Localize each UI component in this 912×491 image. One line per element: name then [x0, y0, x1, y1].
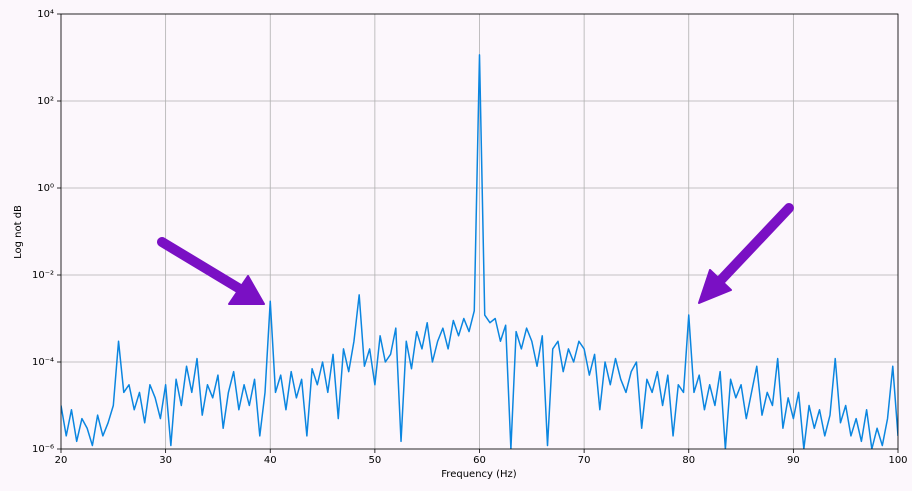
- y-tick-label: 10²: [37, 96, 54, 107]
- arrow: [157, 237, 265, 305]
- x-tick-label: 80: [682, 455, 695, 466]
- x-tick-label: 70: [578, 455, 591, 466]
- y-tick-label: 10⁻⁴: [32, 357, 54, 368]
- arrow-head: [698, 269, 732, 304]
- series-line: [61, 54, 898, 449]
- x-tick-label: 30: [159, 455, 172, 466]
- y-tick-label: 10⁻²: [32, 270, 54, 281]
- y-tick-label: 10⁰: [37, 183, 54, 194]
- arrow: [698, 203, 794, 304]
- arrow-shaft: [715, 203, 794, 286]
- y-tick-label: 10⁻⁶: [32, 444, 54, 455]
- y-tick-label: 10⁴: [37, 9, 54, 20]
- arrow-shaft: [157, 237, 245, 294]
- x-tick-label: 40: [264, 455, 277, 466]
- x-axis-label: Frequency (Hz): [441, 469, 517, 480]
- lines: [61, 54, 898, 449]
- x-tick-label: 20: [55, 455, 68, 466]
- x-tick-label: 90: [787, 455, 800, 466]
- arrow-head: [228, 275, 265, 305]
- x-tick-label: 100: [888, 455, 907, 466]
- y-axis-label: Log not dB: [13, 205, 24, 259]
- x-tick-label: 60: [473, 455, 486, 466]
- x-tick-label: 50: [369, 455, 382, 466]
